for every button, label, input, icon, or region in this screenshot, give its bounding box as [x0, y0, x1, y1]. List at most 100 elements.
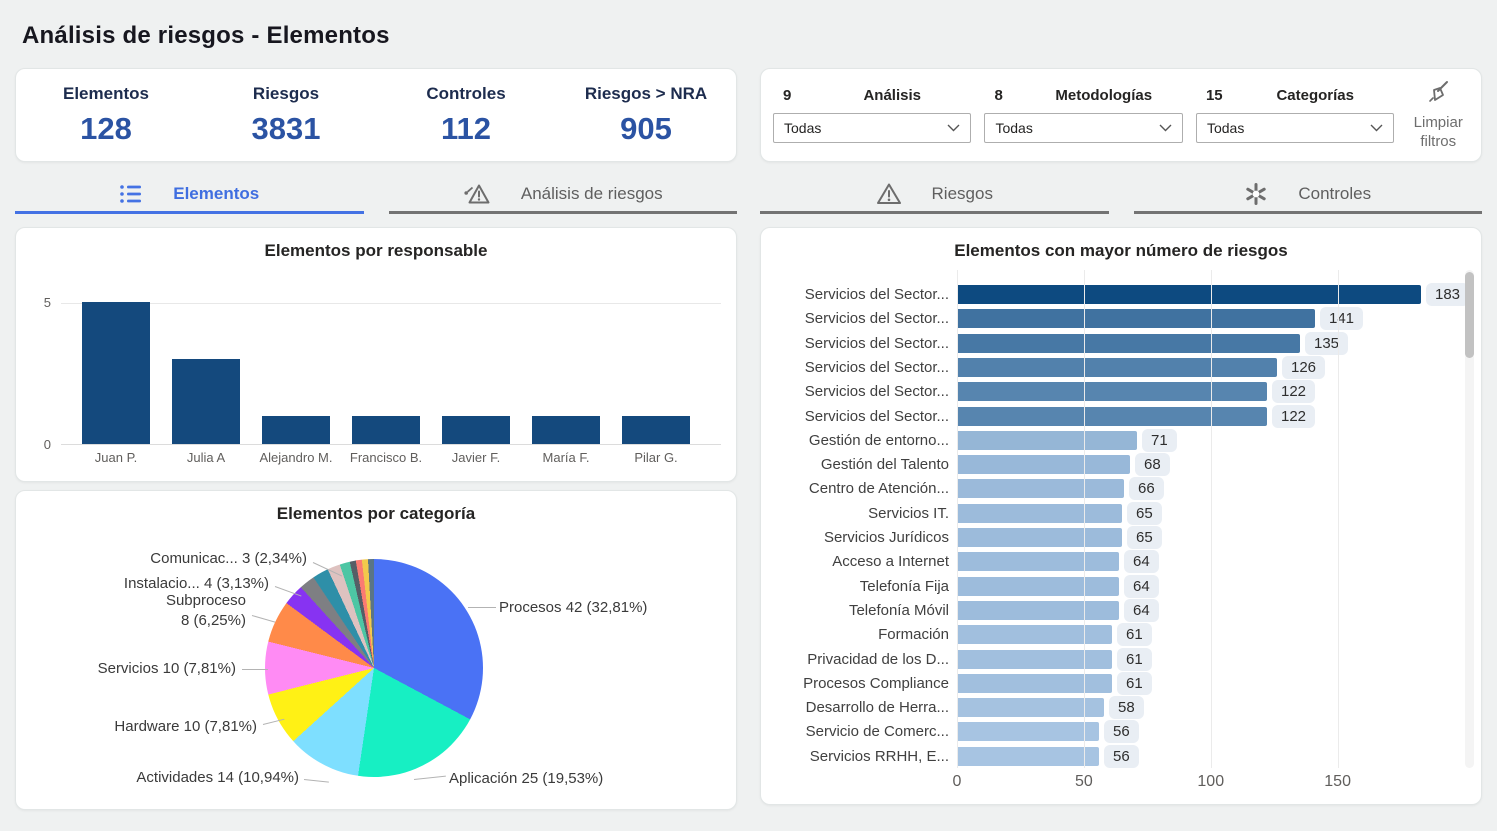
- x-category-label: María F.: [542, 450, 590, 465]
- hbar-bar[interactable]: [957, 455, 1130, 475]
- hbar-bar[interactable]: [957, 406, 1267, 426]
- hbar-value-label: 56: [1104, 744, 1139, 768]
- tab-riesgos[interactable]: Riesgos: [760, 177, 1109, 214]
- column-bar[interactable]: [442, 416, 510, 444]
- hbar-bar[interactable]: [957, 357, 1277, 377]
- hbar-row: Privacidad de los D... 61: [761, 647, 1483, 672]
- hbar-bar[interactable]: [957, 673, 1112, 693]
- column-bar[interactable]: [172, 359, 240, 444]
- hbar-category-label: Servicio de Comerc...: [805, 723, 949, 741]
- categorias-dropdown[interactable]: Todas: [1195, 113, 1395, 143]
- hbar-category-label: Servicios Jurídicos: [823, 529, 949, 546]
- hbar-value-label: 141: [1320, 307, 1364, 331]
- x-category-label: Juan P.: [94, 450, 138, 465]
- pie-label-connector: [468, 607, 496, 608]
- pie-label: Instalacio... 4 (3,13%): [123, 575, 269, 592]
- column-bar[interactable]: [262, 416, 330, 444]
- kpi-value: 3831: [251, 110, 321, 146]
- tab-label: Riesgos: [931, 184, 993, 203]
- broom-icon: [1429, 81, 1449, 102]
- hbar-row: Servicios del Sector... 126: [761, 355, 1483, 380]
- pie-label: Procesos 42 (32,81%): [499, 599, 648, 616]
- kpi-label: Elementos: [63, 83, 149, 103]
- hbar-bar[interactable]: [957, 552, 1119, 572]
- hbar-bar[interactable]: [957, 479, 1124, 499]
- hbar-bar[interactable]: [957, 600, 1119, 620]
- hbar-value-label: 58: [1109, 696, 1144, 720]
- chart-title: Elementos con mayor número de riesgos: [954, 241, 1288, 260]
- slicer-count: 15: [1205, 87, 1223, 104]
- column-bar[interactable]: [352, 416, 420, 444]
- column-bar[interactable]: [622, 416, 690, 444]
- hbar-value-label: 66: [1129, 477, 1164, 501]
- column-bar[interactable]: [82, 302, 150, 444]
- hbar-value-label: 64: [1124, 598, 1159, 622]
- gridline: [1083, 270, 1085, 768]
- slicer-analisis: 9 Análisis Todas: [773, 87, 972, 143]
- hbar-category-label: Formación: [878, 626, 949, 644]
- hbar-category-label: Desarrollo de Herra...: [805, 699, 949, 717]
- pie-label: Hardware 10 (7,81%): [114, 718, 257, 735]
- hbar-bar[interactable]: [957, 285, 1421, 304]
- hbar-value-label: 126: [1282, 355, 1326, 379]
- hbar-bar[interactable]: [957, 698, 1104, 718]
- hbar-bar[interactable]: [957, 528, 1122, 547]
- hbar-row: Servicios IT. 65: [761, 501, 1483, 526]
- tab-controles[interactable]: Controles: [1133, 177, 1482, 214]
- tab-analisis-de-riesgos[interactable]: Análisis de riesgos: [388, 177, 737, 214]
- pie-label-connector: [242, 669, 268, 670]
- hbar-bar[interactable]: [957, 309, 1315, 329]
- tab-elementos[interactable]: Elementos: [15, 177, 364, 214]
- clear-filters-label: filtros: [1420, 133, 1457, 150]
- hbar-category-label: Gestión de entorno...: [808, 431, 949, 449]
- hbar-value-label: 65: [1127, 501, 1162, 525]
- hbar-bar[interactable]: [957, 649, 1112, 669]
- kpi-elementos: Elementos 128: [16, 84, 196, 147]
- scrollbar-thumb[interactable]: [1465, 272, 1474, 358]
- kpi-value: 905: [620, 110, 672, 146]
- slicer-title: Metodologías: [1055, 87, 1153, 104]
- list-icon: [120, 185, 142, 203]
- hbar-bar[interactable]: [957, 576, 1119, 596]
- hbar-row: Servicios Jurídicos 65: [761, 525, 1483, 550]
- tabs-row: Elementos Análisis de riesgos Riesgos: [15, 177, 1482, 214]
- hbar-bar[interactable]: [957, 722, 1099, 742]
- scrollbar-track[interactable]: [1465, 270, 1474, 768]
- hbar-row: Servicios RRHH, E... 56: [761, 744, 1483, 769]
- hbar-value-label: 64: [1124, 550, 1159, 574]
- clear-filters-button[interactable]: Limpiar filtros: [1407, 79, 1469, 151]
- hbar-category-label: Servicios IT.: [868, 504, 949, 522]
- gridline: [1210, 270, 1212, 768]
- hbar-category-label: Telefonía Móvil: [848, 601, 949, 619]
- clear-filters-label: Limpiar: [1413, 114, 1463, 131]
- hbar-bar[interactable]: [957, 746, 1099, 766]
- kpi-label: Riesgos: [252, 83, 320, 103]
- hbar-category-label: Servicios del Sector...: [804, 358, 949, 376]
- kpi-label: Riesgos > NRA: [584, 83, 708, 103]
- warning-icon: [876, 183, 901, 204]
- pie[interactable]: [265, 559, 483, 777]
- top-row: Elementos 128 Riesgos 3831 Controles 112…: [15, 68, 1482, 162]
- dropdown-value: Todas: [784, 120, 822, 136]
- hbar-row: Servicios del Sector... 183: [761, 282, 1483, 307]
- x-tick-label: 150: [1324, 773, 1351, 790]
- analisis-dropdown[interactable]: Todas: [773, 113, 972, 143]
- pie-label: Comunicac... 3 (2,34%): [150, 550, 307, 567]
- column-bar[interactable]: [532, 416, 600, 444]
- hbar-category-label: Gestión del Talento: [820, 456, 949, 474]
- hbar-bar[interactable]: [957, 503, 1122, 523]
- metodologias-dropdown[interactable]: Todas: [984, 113, 1183, 143]
- hbar-row: Servicios del Sector... 122: [761, 379, 1483, 404]
- responsable-chart-card: Elementos por responsable 5 0 Juan P. Julia…: [15, 227, 737, 482]
- hbar-bar[interactable]: [957, 625, 1112, 645]
- hbar-category-label: Servicios del Sector...: [804, 383, 949, 401]
- x-category-label: Pilar G.: [634, 450, 678, 465]
- dropdown-value: Todas: [995, 120, 1033, 136]
- x-tick-label: 100: [1197, 773, 1225, 790]
- categoria-chart-card: Elementos por categoría Procesos 42 (32,…: [15, 490, 737, 810]
- hbar-bar[interactable]: [957, 333, 1300, 353]
- hbar-bar[interactable]: [957, 382, 1267, 402]
- hbar-row: Centro de Atención... 66: [761, 476, 1483, 501]
- x-category-label: Julia A: [186, 450, 226, 465]
- hbar-bar[interactable]: [957, 430, 1137, 450]
